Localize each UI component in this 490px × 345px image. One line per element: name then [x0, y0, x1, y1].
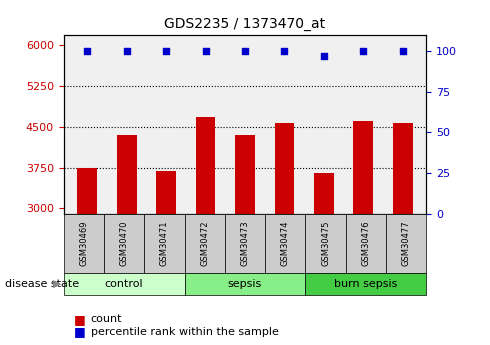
Text: GSM30469: GSM30469	[79, 220, 88, 266]
Text: GSM30470: GSM30470	[120, 220, 129, 266]
Point	[202, 48, 210, 53]
Text: GSM30474: GSM30474	[281, 220, 290, 266]
Point	[359, 48, 367, 53]
Text: ■: ■	[74, 325, 85, 338]
Point	[320, 53, 328, 58]
Text: GSM30475: GSM30475	[321, 220, 330, 266]
Text: GDS2235 / 1373470_at: GDS2235 / 1373470_at	[165, 17, 325, 31]
Point	[123, 48, 131, 53]
Bar	[235, 135, 255, 214]
Point	[399, 48, 407, 53]
Text: sepsis: sepsis	[228, 279, 262, 289]
Text: ■: ■	[74, 313, 85, 326]
Text: ▶: ▶	[53, 279, 61, 289]
Bar	[117, 135, 137, 214]
Text: control: control	[105, 279, 144, 289]
Text: percentile rank within the sample: percentile rank within the sample	[91, 327, 278, 337]
Text: count: count	[91, 314, 122, 324]
Text: GSM30473: GSM30473	[241, 220, 249, 266]
Bar	[393, 122, 413, 214]
Point	[83, 48, 91, 53]
Text: GSM30471: GSM30471	[160, 220, 169, 266]
Bar	[314, 173, 334, 214]
Bar	[156, 171, 176, 214]
Bar	[77, 168, 97, 214]
Text: burn sepsis: burn sepsis	[334, 279, 397, 289]
Text: disease state: disease state	[5, 279, 79, 289]
Text: GSM30472: GSM30472	[200, 220, 209, 266]
Point	[280, 48, 288, 53]
Bar	[353, 121, 373, 214]
Text: GSM30477: GSM30477	[402, 220, 411, 266]
Bar	[274, 122, 294, 214]
Bar	[196, 117, 216, 214]
Point	[162, 48, 170, 53]
Point	[241, 48, 249, 53]
Text: GSM30476: GSM30476	[361, 220, 370, 266]
